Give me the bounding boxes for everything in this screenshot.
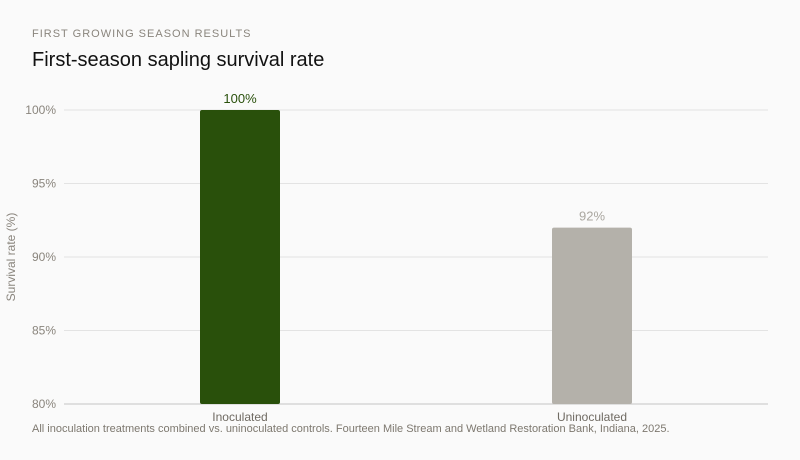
x-axis-categories: Inoculated Uninoculated — [212, 410, 627, 424]
chart-eyebrow: FIRST GROWING SEASON RESULTS — [32, 28, 252, 40]
chart-caption: All inoculation treatments combined vs. … — [32, 423, 670, 435]
y-axis-label: Survival rate (%) — [4, 213, 18, 302]
bars — [200, 110, 632, 404]
value-label-inoculated: 100% — [223, 91, 257, 106]
y-tick-label: 90% — [32, 250, 56, 264]
category-label-inoculated: Inoculated — [212, 410, 267, 424]
y-tick-label: 100% — [25, 103, 56, 117]
gridlines — [64, 109, 768, 405]
bar-uninoculated — [552, 227, 632, 404]
y-tick-label: 80% — [32, 397, 56, 411]
value-label-uninoculated: 92% — [579, 209, 605, 224]
y-tick-label: 95% — [32, 177, 56, 191]
chart-title: First-season sapling survival rate — [32, 49, 325, 71]
y-tick-label: 85% — [32, 324, 56, 338]
category-label-uninoculated: Uninoculated — [557, 410, 627, 424]
bar-inoculated — [200, 110, 280, 404]
value-labels: 100% 92% — [223, 91, 605, 224]
y-axis-ticks: 80% 85% 90% 95% 100% — [25, 103, 56, 411]
